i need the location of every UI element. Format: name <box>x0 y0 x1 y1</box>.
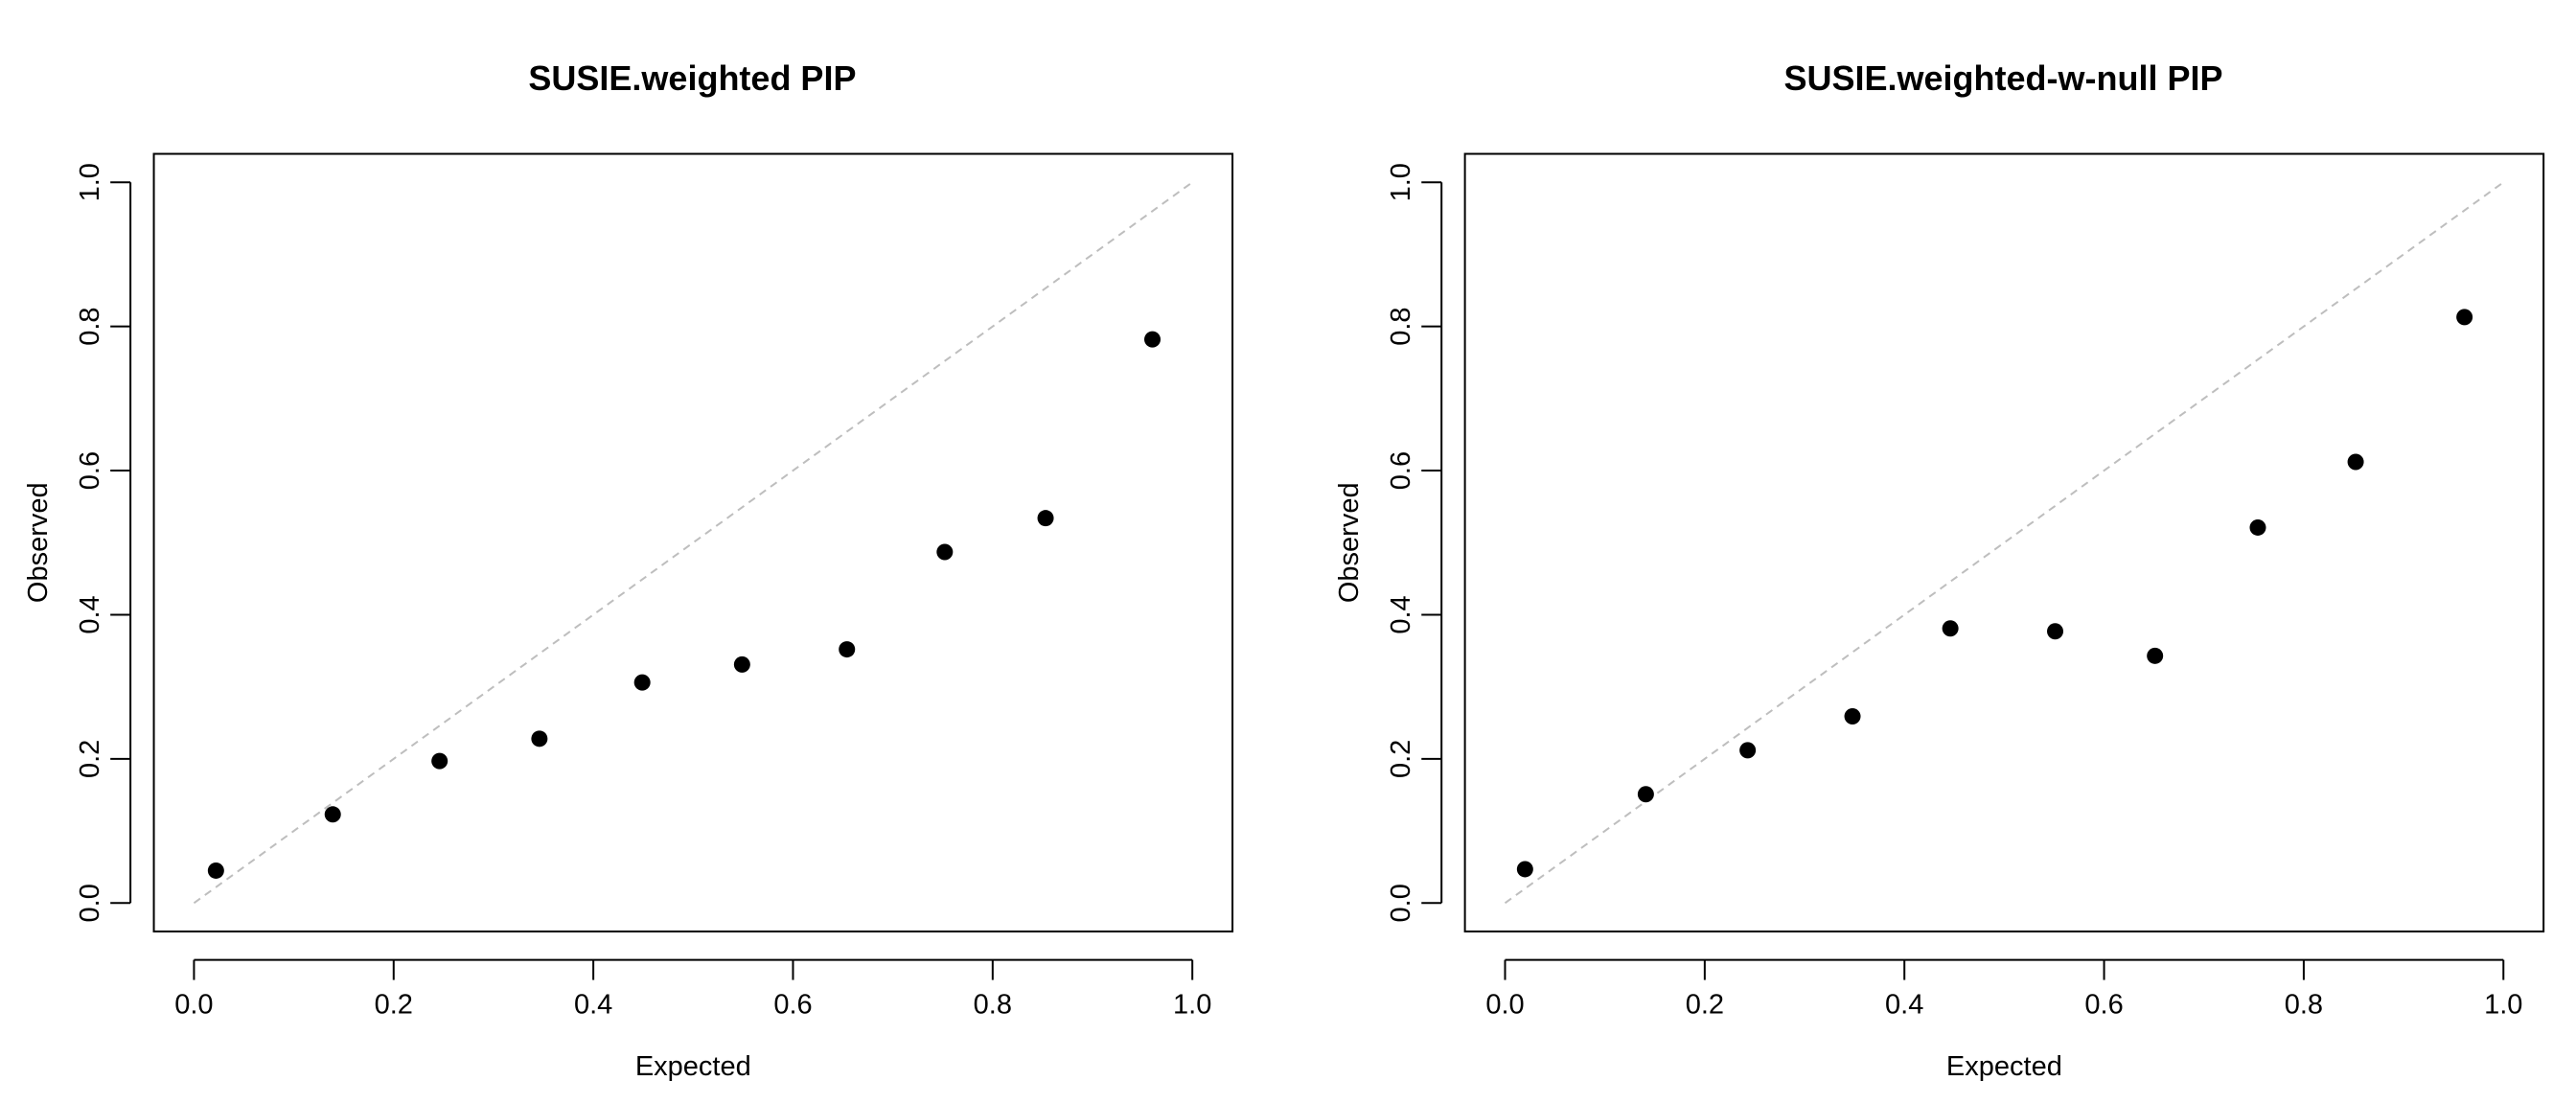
y-tick-label: 1.0 <box>1386 163 1416 201</box>
data-point <box>2147 647 2164 664</box>
data-point <box>1144 331 1162 348</box>
y-tick-label: 0.6 <box>1386 451 1416 490</box>
data-point <box>324 806 341 823</box>
data-point <box>531 730 548 748</box>
chart-title: SUSIE.weighted-w-null PIP <box>1783 58 2222 98</box>
plot-frame <box>152 152 1234 932</box>
x-axis-label: Expected <box>1946 1051 2062 1082</box>
x-tick-label: 0.0 <box>1485 989 1524 1020</box>
y-tick-label: 0.4 <box>75 595 105 633</box>
y-tick-label: 0.0 <box>1386 884 1416 922</box>
y-tick-label: 0.6 <box>75 451 105 490</box>
y-tick-label: 1.0 <box>75 163 105 201</box>
x-tick-label: 0.4 <box>1885 989 1923 1020</box>
data-point <box>1844 708 1861 725</box>
x-tick-label: 0.2 <box>1686 989 1724 1020</box>
y-tick-label: 0.2 <box>1386 740 1416 778</box>
x-tick-label: 0.2 <box>375 989 413 1020</box>
data-point <box>207 862 224 879</box>
data-point <box>2249 518 2266 536</box>
data-point <box>936 543 954 561</box>
y-tick-label: 0.0 <box>75 884 105 922</box>
data-point <box>1037 510 1054 527</box>
data-point <box>633 674 651 691</box>
chart-title: SUSIE.weighted PIP <box>528 58 856 98</box>
reference-line <box>193 181 1193 905</box>
y-tick-label: 0.4 <box>1386 595 1416 633</box>
data-point <box>839 641 856 658</box>
data-point <box>2347 453 2364 471</box>
plot-frame <box>1463 152 2545 932</box>
x-axis-label: Expected <box>635 1051 751 1082</box>
data-point <box>733 656 750 673</box>
reference-line <box>1504 181 2504 905</box>
panel-right: SUSIE.weighted-w-null PIP 0.0 0.2 0.4 0.6 0.8… <box>1334 58 2545 1082</box>
y-tick-label: 0.8 <box>1386 307 1416 345</box>
data-point <box>1516 861 1533 878</box>
y-tick-label: 0.2 <box>75 740 105 778</box>
data-point <box>2456 309 2473 326</box>
x-tick-label: 0.6 <box>2084 989 2123 1020</box>
y-axis-label: Observed <box>23 482 54 603</box>
data-point <box>1942 620 1959 637</box>
panel-left: SUSIE.weighted PIP 0.0 0.2 0.4 0.6 0.8 1.0 Expe… <box>23 58 1234 1082</box>
x-tick-label: 0.4 <box>574 989 612 1020</box>
x-tick-label: 0.8 <box>2285 989 2323 1020</box>
data-point <box>1739 742 1757 759</box>
x-tick-label: 0.6 <box>773 989 812 1020</box>
y-tick-label: 0.8 <box>75 307 105 345</box>
data-point <box>1637 786 1654 803</box>
x-tick-label: 0.8 <box>974 989 1012 1020</box>
data-point <box>431 752 448 770</box>
y-axis-label: Observed <box>1334 482 1365 603</box>
x-tick-label: 1.0 <box>2484 989 2522 1020</box>
data-point <box>2047 623 2064 640</box>
x-tick-label: 1.0 <box>1173 989 1211 1020</box>
x-tick-label: 0.0 <box>174 989 213 1020</box>
